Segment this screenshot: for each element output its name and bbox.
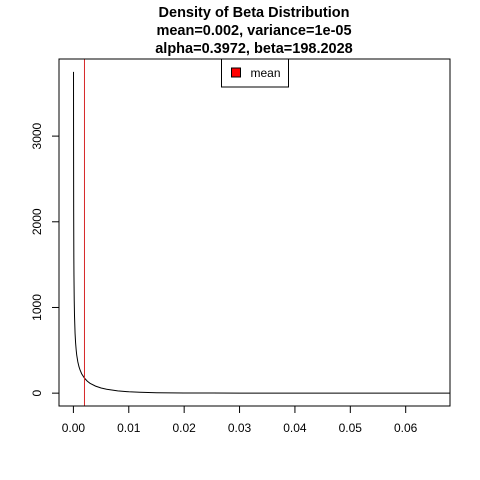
y-axis: 0 1000 2000 3000	[30, 122, 60, 396]
y-tick-label-1: 1000	[30, 294, 44, 321]
legend: mean	[221, 58, 289, 88]
chart-title: Density of Beta Distribution mean=0.002,…	[155, 5, 353, 57]
series-group	[73, 71, 450, 394]
legend-label-0: mean	[251, 66, 281, 80]
y-tick-label-3: 3000	[30, 122, 44, 149]
x-tick-label-5: 0.05	[339, 421, 363, 435]
legend-swatch-0	[231, 67, 241, 78]
plot-area-frame	[58, 58, 451, 407]
chart-title-line-3: alpha=0.3972, beta=198.2028	[155, 41, 353, 57]
x-tick-label-6: 0.06	[394, 421, 418, 435]
x-axis: 0.00 0.01 0.02 0.03 0.04 0.05 0.06	[62, 405, 418, 435]
x-tick-label-3: 0.03	[228, 421, 252, 435]
y-tick-label-0: 0	[30, 389, 44, 396]
chart-title-line-1: Density of Beta Distribution	[159, 5, 350, 21]
y-tick-label-2: 2000	[30, 208, 44, 235]
x-tick-label-2: 0.02	[172, 421, 196, 435]
x-tick-label-1: 0.01	[117, 421, 141, 435]
density-curve-0	[73, 71, 450, 394]
x-tick-label-4: 0.04	[283, 421, 307, 435]
chart-title-line-2: mean=0.002, variance=1e-05	[156, 23, 351, 39]
x-tick-label-0: 0.00	[62, 421, 86, 435]
